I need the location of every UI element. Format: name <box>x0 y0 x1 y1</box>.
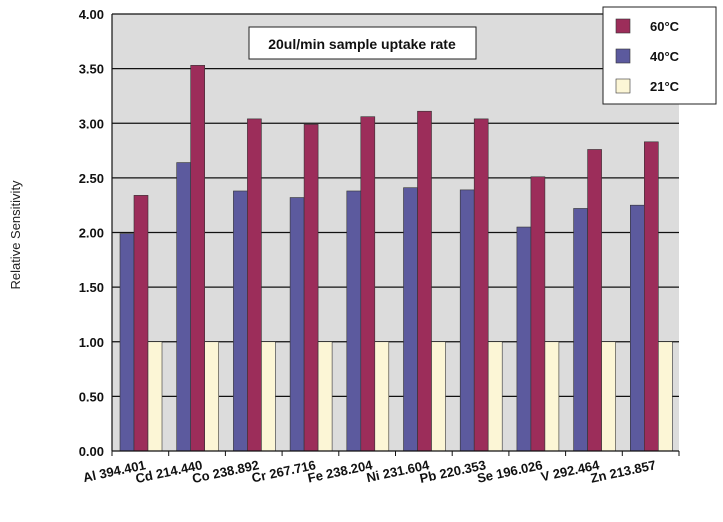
y-tick-label: 4.00 <box>79 7 104 22</box>
annotation-text: 20ul/min sample uptake rate <box>268 36 456 52</box>
bar <box>247 118 262 452</box>
category-label: Se 196.026 <box>476 457 544 486</box>
legend-label: 21°C <box>650 79 680 94</box>
y-tick-labels: 0.00 0.50 1.00 1.50 2.00 2.50 3.00 3.50 4.00 <box>79 7 104 459</box>
bar <box>417 110 432 452</box>
bar <box>261 341 276 452</box>
y-tick-label: 2.00 <box>79 226 104 241</box>
bar <box>204 341 219 452</box>
bar <box>459 189 475 452</box>
bar <box>289 197 305 452</box>
bar <box>516 226 532 452</box>
bar <box>629 204 645 452</box>
bar <box>190 65 205 452</box>
y-axis-title: Relative Sensitivity <box>8 180 23 290</box>
y-tick-label: 1.00 <box>79 335 104 350</box>
bar <box>119 233 135 452</box>
y-tick-label: 0.00 <box>79 444 104 459</box>
legend-swatch <box>615 48 631 64</box>
bar <box>176 162 191 452</box>
bar <box>431 341 446 452</box>
category-label: Zn 213.857 <box>589 457 657 485</box>
bar <box>601 341 616 452</box>
bar <box>133 195 149 452</box>
legend: 60°C 40°C 21°C <box>602 6 717 105</box>
y-tick-label: 2.50 <box>79 171 104 186</box>
bar <box>147 341 163 452</box>
bar <box>303 124 319 452</box>
bar <box>544 341 560 452</box>
bar <box>657 341 673 452</box>
y-tick-label: 0.50 <box>79 389 104 404</box>
legend-label: 60°C <box>650 19 680 34</box>
bar <box>643 141 659 452</box>
axes <box>111 14 680 456</box>
legend-label: 40°C <box>650 49 680 64</box>
y-tick-label: 3.50 <box>79 62 104 77</box>
bar <box>403 187 418 452</box>
legend-swatch <box>615 18 631 34</box>
bar <box>233 190 248 452</box>
bar <box>473 118 489 452</box>
annotation-box: 20ul/min sample uptake rate <box>248 26 477 60</box>
category-label: Fe 238.204 <box>306 457 374 486</box>
bar <box>346 190 362 452</box>
bar <box>487 341 503 452</box>
y-tick-label: 1.50 <box>79 280 104 295</box>
bar <box>317 341 333 452</box>
legend-swatch <box>615 78 631 94</box>
bar <box>573 208 588 452</box>
bar <box>530 176 546 452</box>
bar <box>360 116 376 452</box>
bar <box>374 341 390 452</box>
bar <box>587 149 602 452</box>
y-tick-label: 3.00 <box>79 116 104 131</box>
